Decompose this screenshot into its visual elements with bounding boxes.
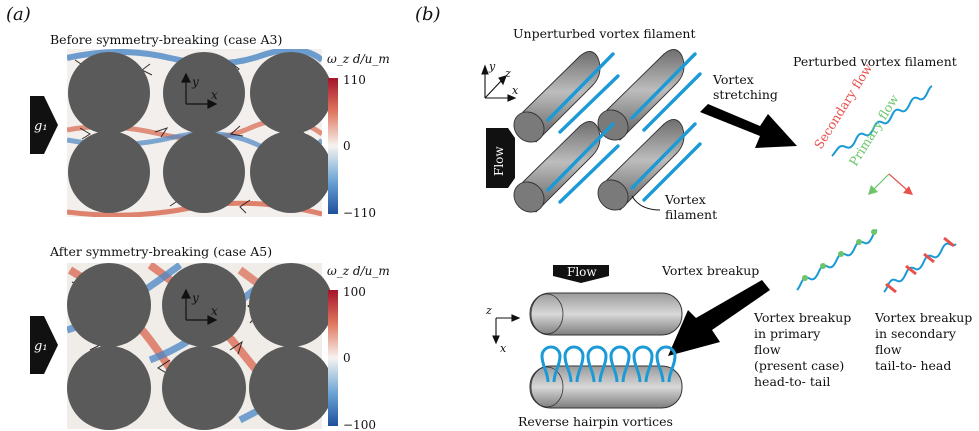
top-axes-indicator: [181, 72, 218, 109]
primary-flow-label: Primary flow: [846, 91, 902, 168]
breakup-primary-line: in primary: [754, 326, 821, 341]
split-arrows: [868, 173, 913, 195]
top-colorbar-max: 110: [343, 73, 366, 87]
bottom-axis-y: y: [191, 291, 199, 305]
top-colorbar-min: −110: [343, 206, 376, 220]
cylinder: [67, 263, 151, 347]
breakup-primary-line: flow: [754, 342, 781, 357]
top-colorbar-title: ω_z d/u_m: [327, 52, 390, 66]
unperturbed-title: Unperturbed vortex filament: [513, 26, 696, 41]
breakup-primary-text: Vortex breakup in primary flow (present …: [753, 310, 851, 389]
breakup-secondary-text: Vortex breakup in secondary flow tail-to…: [874, 310, 972, 373]
side-cylinder-bottom: [529, 365, 683, 409]
panel-a-label: (a): [6, 4, 31, 25]
flow-arrow-3d: [486, 128, 515, 188]
cylinder: [67, 346, 151, 430]
breakup-secondary-line: Vortex breakup: [874, 310, 972, 325]
axis3d-x: x: [512, 84, 519, 97]
perturbed-title: Perturbed vortex filament: [793, 54, 957, 69]
bottom-colorbar-min: −100: [343, 418, 376, 431]
vortex-breakup-label: Vortex breakup: [661, 263, 759, 278]
axes-3d-indicator: [481, 64, 517, 102]
cylinder-array-3d: [513, 49, 685, 213]
cylinder: [68, 52, 150, 134]
vortex-filament-pointer: [631, 195, 661, 211]
cylinder: [162, 346, 246, 430]
top-colorbar: [328, 78, 338, 214]
bottom-plot-title: After symmetry-breaking (case A5): [49, 244, 272, 259]
stretching-label-2: stretching: [713, 87, 778, 102]
bottom-colorbar-mid: 0: [343, 351, 351, 365]
panel-b-label: (b): [415, 4, 441, 25]
side-flow-arrow: [553, 265, 609, 283]
cylinder: [162, 263, 246, 347]
axis3d-y: y: [488, 60, 496, 73]
axis3d-z: z: [504, 67, 511, 80]
bottom-gravity-label: g₁: [34, 339, 48, 354]
cylinder: [163, 52, 245, 134]
bottom-colorbar: [328, 290, 338, 426]
bottom-gravity-arrow: [30, 316, 58, 374]
breakup-arrow: [668, 280, 770, 356]
top-axis-y: y: [191, 75, 199, 89]
breakup-primary-line: Vortex breakup: [753, 310, 851, 325]
bottom-cylinders: [67, 263, 333, 430]
top-plot-title: Before symmetry-breaking (case A3): [50, 32, 282, 47]
primary-breakup-filament: [796, 229, 878, 291]
cylinder: [249, 346, 333, 430]
stretching-label-1: Vortex: [712, 72, 754, 87]
secondary-breakup-filament: [883, 236, 957, 294]
cylinder-3d: [513, 51, 601, 143]
vortex-filament-label-1: Vortex: [664, 192, 706, 207]
cylinder: [163, 131, 245, 213]
cylinder: [250, 52, 332, 134]
bottom-colorbar-title: ω_z d/u_m: [327, 264, 390, 278]
top-gravity-label: g₁: [34, 119, 48, 134]
bottom-colorbar-max: 100: [343, 285, 366, 299]
bottom-axes-indicator: [181, 288, 218, 325]
side-axes: [492, 314, 521, 345]
hairpin-vortices: [540, 345, 677, 383]
cylinder: [249, 263, 333, 347]
cylinder-3d: [597, 119, 685, 211]
hairpin-label: Reverse hairpin vortices: [518, 414, 673, 429]
top-cylinders: [68, 52, 332, 213]
perturbed-filament: [831, 85, 933, 157]
breakup-primary-line: head-to- tail: [754, 374, 830, 389]
top-axis-x: x: [211, 88, 218, 102]
breakup-primary-line: (present case): [754, 358, 844, 373]
top-gravity-arrow: [30, 96, 58, 154]
bottom-axis-x: x: [211, 304, 218, 318]
breakup-secondary-line: flow: [875, 342, 902, 357]
stretching-arrow: [700, 104, 797, 148]
cylinder: [250, 131, 332, 213]
cylinder: [68, 131, 150, 213]
breakup-secondary-line: in secondary: [875, 326, 957, 341]
breakup-secondary-line: tail-to- head: [875, 358, 951, 373]
top-colorbar-mid: 0: [343, 139, 351, 153]
side-axis-z: z: [485, 304, 492, 317]
side-flow-label: Flow: [567, 265, 597, 279]
side-cylinder-top: [529, 292, 683, 336]
straight-filaments: [546, 52, 702, 204]
side-axis-x: x: [500, 342, 507, 355]
cylinder-3d: [513, 121, 601, 213]
flow-label-3d: Flow: [492, 146, 506, 176]
vortex-filament-label-2: filament: [665, 207, 717, 222]
